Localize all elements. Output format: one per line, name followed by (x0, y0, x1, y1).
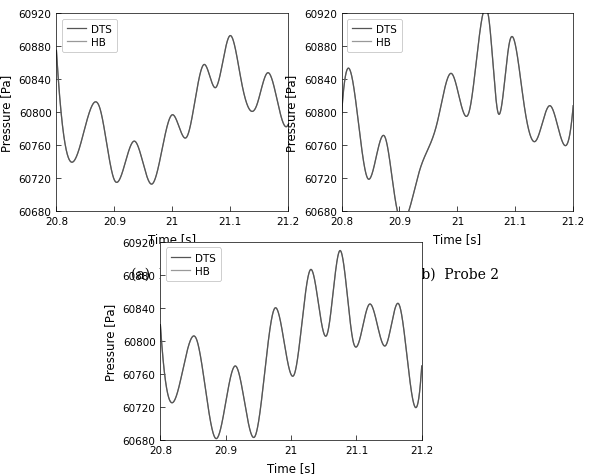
HB (413, 404, 421, 410)
HB (142, 169, 149, 175)
HB (285, 122, 292, 128)
HB (418, 363, 425, 369)
Y-axis label: Pressure [Pa]: Pressure [Pa] (0, 75, 13, 151)
DTS (378, 135, 386, 140)
DTS (337, 248, 344, 254)
X-axis label: Time [s]: Time [s] (148, 232, 197, 245)
DTS (570, 104, 577, 109)
DTS (364, 177, 371, 182)
HB (364, 177, 371, 182)
DTS (427, 141, 434, 147)
DTS (187, 338, 194, 344)
HB (53, 49, 60, 54)
Legend: DTS, HB: DTS, HB (166, 248, 221, 281)
HB (280, 122, 287, 128)
DTS (255, 97, 263, 102)
HB (338, 113, 345, 119)
HB (437, 106, 444, 111)
Line: DTS: DTS (160, 251, 422, 439)
HB (79, 134, 86, 139)
DTS (257, 404, 264, 410)
DTS (565, 137, 573, 143)
DTS (53, 49, 60, 54)
HB (570, 104, 577, 109)
HB (148, 182, 155, 188)
HB (257, 404, 264, 410)
Text: (a)  Probe 1: (a) Probe 1 (131, 267, 214, 281)
DTS (541, 116, 548, 121)
HB (378, 135, 386, 140)
DTS (157, 322, 164, 328)
Legend: DTS, HB: DTS, HB (347, 20, 402, 53)
DTS (142, 169, 149, 175)
DTS (338, 113, 345, 119)
Legend: DTS, HB: DTS, HB (62, 20, 117, 53)
DTS (93, 100, 100, 106)
DTS (79, 134, 86, 139)
DTS (268, 314, 276, 320)
Y-axis label: Pressure [Pa]: Pressure [Pa] (285, 75, 298, 151)
HB (255, 97, 263, 102)
DTS (285, 122, 292, 128)
HB (202, 388, 209, 394)
HB (187, 338, 194, 344)
HB (541, 116, 548, 121)
HB (399, 219, 406, 225)
X-axis label: Time [s]: Time [s] (433, 232, 482, 245)
HB (565, 137, 573, 143)
Text: (b)  Probe 2: (b) Probe 2 (416, 267, 499, 281)
HB (427, 141, 434, 147)
Line: HB: HB (56, 37, 288, 185)
HB (385, 335, 392, 340)
Line: DTS: DTS (56, 37, 288, 185)
HB (337, 248, 344, 254)
HB (93, 100, 100, 106)
DTS (385, 335, 392, 340)
DTS (213, 436, 220, 442)
HB (213, 436, 220, 442)
X-axis label: Time [s]: Time [s] (267, 461, 315, 474)
DTS (152, 176, 159, 182)
HB (268, 314, 276, 320)
Line: DTS: DTS (342, 9, 573, 222)
DTS (280, 122, 287, 128)
DTS (418, 363, 425, 369)
HB (227, 34, 234, 40)
Line: HB: HB (160, 251, 422, 439)
HB (152, 176, 159, 182)
DTS (148, 182, 155, 188)
DTS (227, 34, 234, 40)
HB (482, 6, 489, 11)
DTS (482, 6, 489, 11)
DTS (399, 219, 406, 225)
Line: HB: HB (342, 9, 573, 222)
DTS (437, 106, 444, 111)
Y-axis label: Pressure [Pa]: Pressure [Pa] (104, 303, 117, 380)
HB (157, 322, 164, 328)
DTS (202, 388, 209, 394)
DTS (413, 404, 421, 410)
